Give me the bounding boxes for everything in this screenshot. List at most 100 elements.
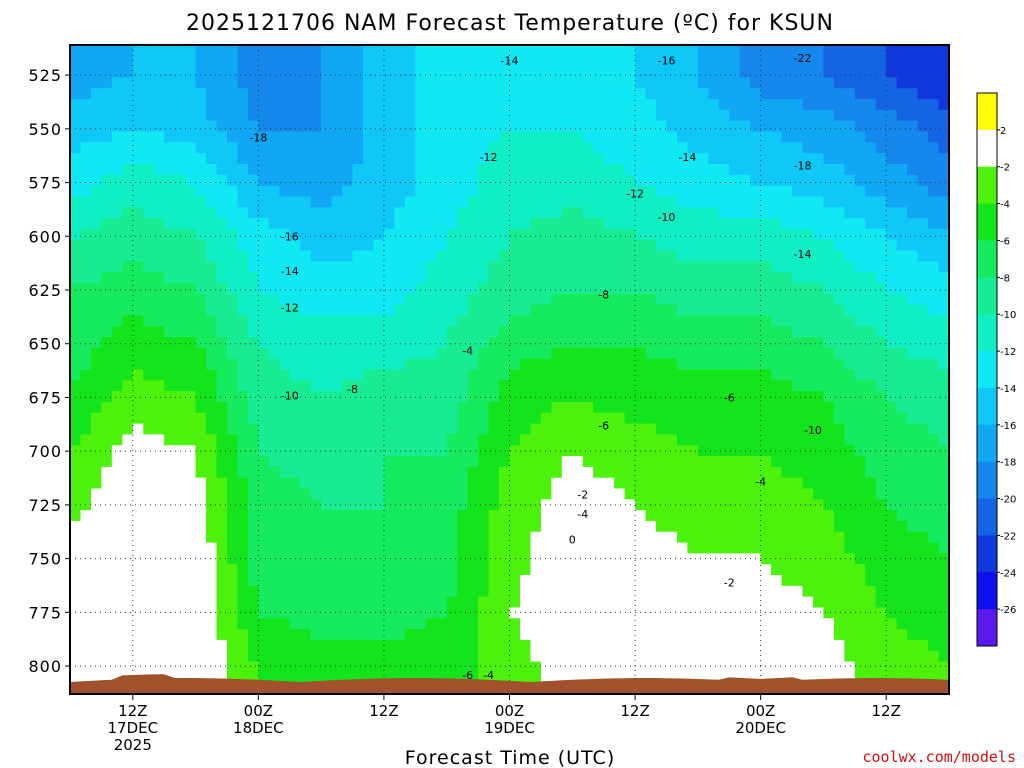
heatmap-cell: [352, 650, 364, 663]
heatmap-cell: [561, 120, 573, 133]
heatmap-cell: [666, 347, 678, 360]
heatmap-cell: [90, 488, 102, 500]
heatmap-cell: [928, 99, 940, 111]
heatmap-cell: [750, 347, 762, 360]
heatmap-cell: [342, 261, 354, 273]
heatmap-cell: [896, 163, 908, 176]
heatmap-cell: [363, 488, 375, 500]
heatmap-cell: [226, 293, 239, 306]
heatmap-cell: [436, 553, 448, 565]
heatmap-cell: [656, 456, 668, 468]
heatmap-cell: [886, 347, 898, 360]
heatmap-cell: [603, 239, 615, 252]
heatmap-cell: [635, 218, 647, 230]
heatmap-cell: [352, 174, 364, 187]
heatmap-cell: [310, 618, 322, 630]
heatmap-cell: [174, 618, 186, 630]
heatmap-cell: [478, 88, 490, 100]
heatmap-cell: [279, 629, 291, 641]
heatmap-cell: [258, 304, 270, 317]
heatmap-cell: [499, 153, 511, 165]
heatmap-cell: [499, 380, 511, 392]
heatmap-cell: [729, 250, 741, 262]
heatmap-cell: [478, 250, 490, 262]
heatmap-cell: [90, 607, 102, 619]
heatmap-cell: [321, 88, 333, 100]
heatmap-cell: [321, 575, 333, 587]
heatmap-cell: [90, 369, 102, 381]
heatmap-cell: [310, 380, 322, 392]
heatmap-cell: [844, 282, 856, 295]
heatmap-cell: [289, 153, 301, 165]
heatmap-cell: [488, 456, 500, 468]
heatmap-cell: [645, 380, 657, 392]
heatmap-cell: [425, 412, 437, 425]
heatmap-cell: [645, 564, 657, 576]
heatmap-cell: [446, 239, 458, 252]
heatmap-cell: [697, 585, 709, 598]
heatmap-cell: [279, 347, 291, 360]
heatmap-cell: [404, 575, 416, 587]
heatmap-cell: [530, 282, 542, 295]
heatmap-cell: [519, 650, 532, 663]
heatmap-cell: [363, 66, 375, 79]
heatmap-cell: [781, 77, 793, 89]
heatmap-cell: [844, 445, 856, 457]
heatmap-cell: [603, 520, 615, 533]
heatmap-cell: [729, 315, 741, 327]
heatmap-cell: [80, 531, 92, 544]
heatmap-cell: [854, 109, 866, 122]
heatmap-cell: [676, 109, 688, 122]
heatmap-cell: [446, 466, 458, 479]
heatmap-cell: [561, 347, 573, 360]
heatmap-cell: [917, 131, 929, 143]
heatmap-cell: [70, 77, 82, 89]
heatmap-cell: [143, 207, 155, 219]
heatmap-cell: [331, 585, 343, 598]
heatmap-cell: [781, 391, 793, 403]
heatmap-cell: [907, 77, 919, 89]
heatmap-cell: [614, 650, 626, 663]
heatmap-cell: [80, 293, 92, 306]
heatmap-cell: [101, 456, 113, 468]
heatmap-cell: [676, 445, 688, 457]
heatmap-cell: [708, 326, 720, 338]
heatmap-cell: [687, 661, 699, 673]
heatmap-cell: [185, 639, 197, 652]
heatmap-cell: [886, 88, 898, 100]
heatmap-cell: [300, 163, 312, 176]
heatmap-cell: [415, 282, 427, 295]
heatmap-cell: [896, 120, 908, 133]
heatmap-cell: [928, 661, 940, 673]
heatmap-cell: [551, 66, 563, 79]
heatmap-cell: [645, 401, 657, 414]
heatmap-cell: [624, 401, 636, 414]
heatmap-cell: [216, 293, 228, 306]
heatmap-cell: [446, 272, 458, 284]
heatmap-cell: [467, 66, 479, 79]
heatmap-cell: [771, 272, 783, 284]
heatmap-cell: [676, 542, 688, 554]
heatmap-cell: [153, 564, 165, 576]
heatmap-cell: [101, 337, 113, 349]
heatmap-cell: [917, 488, 929, 500]
heatmap-cell: [938, 77, 949, 89]
heatmap-cell: [404, 456, 416, 468]
heatmap-cell: [488, 434, 500, 446]
heatmap-cell: [174, 250, 186, 262]
heatmap-cell: [718, 488, 730, 500]
heatmap-cell: [321, 520, 333, 533]
heatmap-cell: [321, 531, 333, 544]
heatmap-cell: [854, 153, 866, 165]
heatmap-cell: [697, 153, 709, 165]
heatmap-cell: [718, 510, 730, 522]
heatmap-cell: [310, 174, 322, 187]
heatmap-cell: [551, 401, 563, 414]
heatmap-cell: [614, 272, 626, 284]
heatmap-cell: [153, 531, 165, 544]
heatmap-cell: [614, 423, 626, 435]
heatmap-cell: [279, 391, 291, 403]
heatmap-cell: [352, 618, 364, 630]
heatmap-cell: [132, 510, 144, 522]
heatmap-cell: [404, 207, 416, 219]
